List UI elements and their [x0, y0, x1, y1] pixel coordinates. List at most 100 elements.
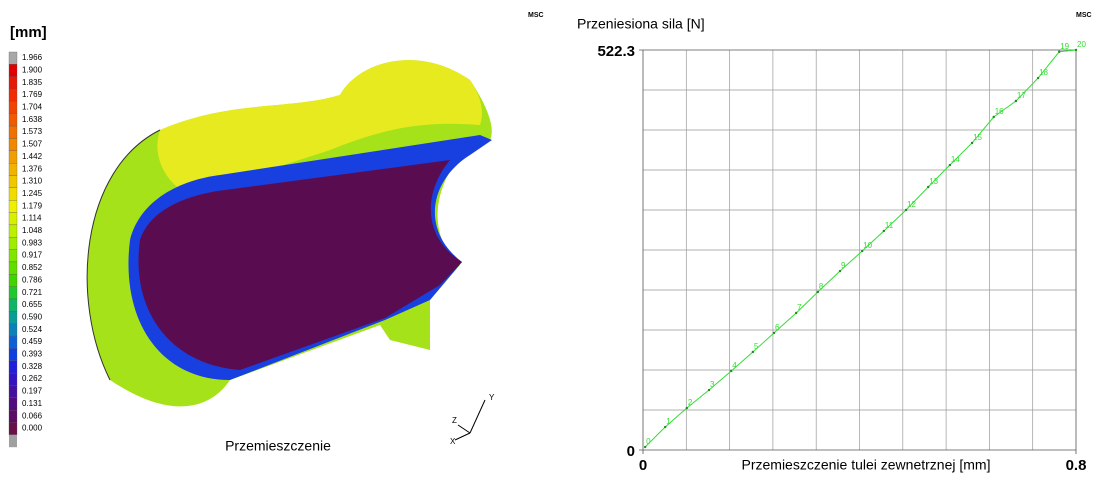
legend-label: 0.917 — [22, 251, 43, 260]
legend-label: 0.459 — [22, 337, 43, 346]
legend-label: 0.524 — [22, 325, 43, 334]
legend-swatch — [8, 422, 18, 436]
point-label: 4 — [732, 361, 737, 370]
x-tick-label: 0.8 — [1066, 457, 1087, 474]
point-label: 11 — [885, 221, 894, 230]
legend-label: 1.245 — [22, 189, 43, 198]
legend-swatch — [8, 101, 18, 114]
legend-label: 0.721 — [22, 288, 43, 297]
caption: Przemieszczenie — [225, 438, 331, 454]
point-label: 3 — [710, 380, 715, 389]
legend-label: 1.376 — [22, 164, 43, 173]
inner-cylinder — [138, 160, 462, 370]
data-point — [1014, 99, 1018, 103]
data-point — [927, 185, 930, 189]
triad-x — [454, 432, 471, 441]
legend-label: 1.179 — [22, 201, 43, 210]
data-point — [970, 141, 974, 145]
legend-swatch — [8, 249, 18, 263]
data-point — [772, 331, 776, 335]
legend-swatch — [8, 224, 18, 238]
legend-label: 0.590 — [22, 312, 43, 321]
point-label: 18 — [1039, 68, 1048, 77]
data-point — [816, 290, 820, 294]
logo: MSC — [1076, 12, 1092, 19]
legend-label: 0.131 — [22, 399, 43, 408]
legend-label: 1.310 — [22, 177, 43, 186]
point-label: 5 — [754, 342, 759, 351]
data-point — [904, 208, 908, 212]
legend-label: 0.197 — [22, 387, 43, 396]
point-label: 19 — [1060, 42, 1069, 51]
point-label: 15 — [973, 133, 982, 142]
legend-swatch — [8, 212, 18, 226]
legend-swatch — [8, 113, 18, 127]
edge — [86, 129, 161, 381]
legend-swatch — [8, 150, 18, 164]
legend-swatch — [8, 261, 18, 275]
legend-label: 1.769 — [22, 90, 43, 99]
legend-label: 0.655 — [22, 300, 43, 309]
data-point — [794, 311, 798, 315]
x-tick-label: 0 — [639, 457, 647, 474]
data-point — [1036, 76, 1040, 80]
data-point — [685, 406, 689, 410]
point-label: 12 — [907, 200, 916, 209]
legend-swatch — [8, 397, 18, 411]
legend-label: 1.900 — [22, 65, 43, 74]
legend-swatch — [8, 286, 18, 300]
point-label: 16 — [995, 107, 1004, 116]
point-label: 20 — [1077, 40, 1086, 49]
data-point — [663, 425, 667, 429]
point-label: 7 — [797, 303, 802, 312]
data-point — [1058, 50, 1061, 53]
legend-label: 1.835 — [22, 78, 43, 87]
data-point — [1074, 48, 1078, 52]
triad-y — [469, 399, 486, 434]
data-point — [992, 115, 995, 119]
legend-swatch — [8, 311, 18, 324]
point-label: 9 — [841, 261, 846, 270]
fe-model — [86, 60, 492, 407]
triad-label: X — [450, 437, 456, 446]
point-label: 1 — [666, 417, 671, 426]
logo: MSC — [528, 12, 544, 19]
upper-shell — [157, 60, 482, 201]
point-label: 17 — [1017, 91, 1026, 100]
legend-label: 1.048 — [22, 226, 43, 235]
legend-swatch — [8, 360, 18, 374]
legend-swatch — [8, 323, 18, 337]
triad-z — [457, 424, 471, 434]
data-point — [707, 388, 711, 392]
legend-swatch — [8, 76, 18, 90]
legend-swatch — [8, 175, 18, 189]
legend-label: 0.393 — [22, 350, 43, 359]
legend-label: 0.983 — [22, 238, 43, 247]
legend-swatch — [8, 237, 18, 250]
data-point — [948, 163, 952, 167]
legend-swatch — [8, 348, 18, 361]
data-point — [643, 445, 647, 449]
legend-swatch — [8, 409, 18, 423]
triad-label: Z — [452, 416, 457, 425]
y-tick-label: 522.3 — [597, 43, 635, 60]
data-point — [861, 249, 864, 253]
legend-label: 0.000 — [22, 424, 43, 433]
legend-swatch — [8, 274, 18, 287]
data-point — [730, 369, 733, 373]
legend-swatch — [8, 125, 18, 139]
legend-swatch — [9, 434, 17, 448]
legend-label: 0.786 — [22, 275, 43, 284]
point-label: 10 — [863, 241, 872, 250]
legend-label: 0.852 — [22, 263, 43, 272]
point-label: 8 — [819, 282, 824, 291]
legend-label: 1.704 — [22, 103, 43, 112]
legend-swatch — [8, 64, 18, 77]
legend-swatch — [8, 138, 18, 151]
legend-label: 1.442 — [22, 152, 43, 161]
legend-label: 1.507 — [22, 140, 43, 149]
y-tick-label: 0 — [627, 443, 635, 460]
legend-label: 0.066 — [22, 411, 43, 420]
point-label: 13 — [929, 177, 938, 186]
